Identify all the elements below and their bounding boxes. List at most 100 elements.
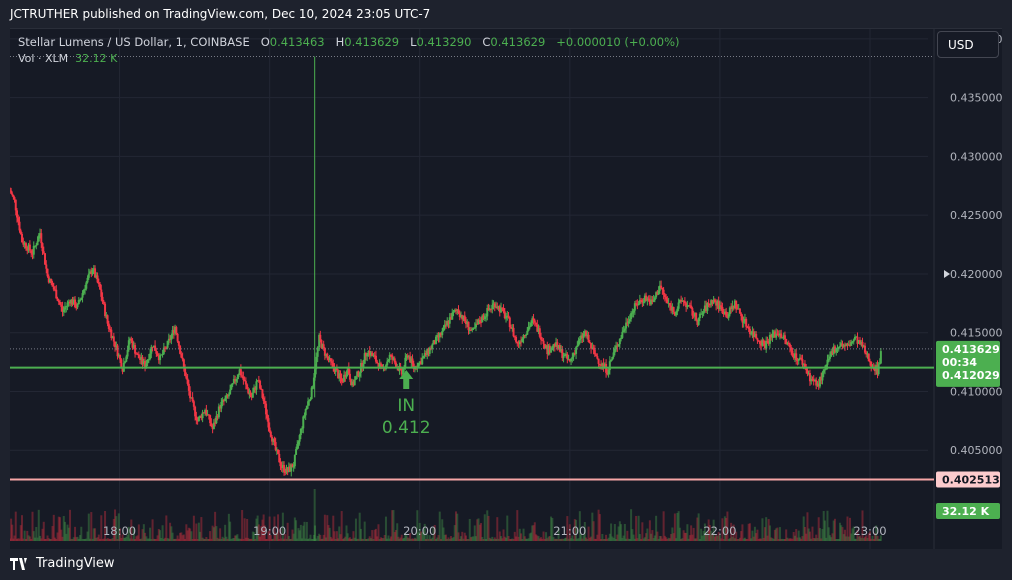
volume-bar	[271, 538, 274, 541]
candle-body	[756, 338, 759, 341]
candle-body	[628, 319, 631, 322]
volume-bar	[520, 533, 523, 541]
volume-bar	[498, 531, 501, 541]
candle-body	[424, 353, 427, 355]
candle-body	[67, 301, 70, 303]
candle-body	[738, 308, 741, 314]
candle-body	[149, 353, 152, 360]
volume-bar	[339, 534, 342, 541]
volume-bar	[405, 535, 408, 541]
volume-bar	[720, 538, 723, 541]
candle-body	[507, 315, 510, 318]
candle-body	[468, 329, 471, 331]
candle-body	[248, 393, 251, 395]
candle-body	[155, 350, 158, 354]
volume-label[interactable]: Vol · XLM	[18, 52, 69, 65]
volume-bar	[681, 538, 684, 541]
candle-body	[331, 361, 334, 363]
candle-body	[310, 387, 313, 399]
volume-bar	[327, 525, 330, 541]
volume-bar	[41, 528, 44, 541]
volume-bar	[762, 537, 765, 541]
volume-bar	[124, 537, 127, 541]
volume-bar	[202, 538, 205, 541]
candle-body	[586, 334, 589, 337]
candle-body	[822, 369, 825, 373]
volume-bar	[55, 538, 58, 541]
volume-bar	[497, 538, 500, 541]
volume-bar	[640, 538, 643, 541]
candle-body	[40, 233, 43, 244]
candle-body	[273, 438, 276, 443]
volume-bar	[362, 538, 365, 541]
volume-bar	[85, 538, 88, 541]
volume-bar	[416, 510, 419, 541]
candle-body	[442, 327, 445, 332]
volume-bar	[413, 537, 416, 541]
volume-bar	[756, 529, 759, 541]
candle-body	[210, 423, 213, 427]
price-tick-label: 0.425000	[950, 209, 1002, 222]
candle-body	[131, 340, 134, 348]
candle-body	[9, 190, 11, 192]
volume-bar	[792, 531, 795, 541]
volume-bar	[75, 537, 78, 541]
candle-body	[867, 353, 870, 362]
volume-bar	[278, 538, 281, 541]
volume-bar	[667, 537, 670, 541]
candle-body	[715, 302, 718, 306]
volume-bar	[751, 530, 754, 541]
candle-body	[877, 364, 880, 375]
candle-body	[339, 373, 342, 379]
volume-bar	[452, 537, 455, 541]
volume-bar	[364, 538, 367, 541]
candle-body	[648, 299, 651, 305]
candle-body	[32, 245, 35, 255]
volume-bar	[24, 538, 27, 541]
candle-body	[541, 339, 544, 341]
candle-body	[172, 329, 175, 334]
candle-body	[407, 356, 410, 358]
candle-body	[552, 344, 555, 348]
candle-body	[706, 302, 709, 311]
currency-button[interactable]: USD	[937, 31, 999, 58]
volume-bar	[645, 533, 648, 541]
axis-arrow-icon	[944, 269, 950, 278]
candle-body	[186, 378, 189, 384]
candle-body	[229, 389, 232, 395]
symbol-name[interactable]: Stellar Lumens / US Dollar, 1, COINBASE	[18, 35, 250, 49]
volume-bar	[104, 510, 107, 541]
volume-bar	[285, 538, 288, 541]
volume-bar	[633, 538, 636, 541]
volume-bar	[77, 538, 80, 541]
volume-bar	[622, 535, 625, 541]
candle-body	[77, 300, 80, 305]
candle-body	[557, 345, 560, 349]
volume-bar	[776, 527, 779, 541]
annotation-price: 0.412	[382, 418, 431, 438]
candle-body	[140, 357, 143, 360]
volume-bar	[690, 525, 693, 541]
candle-body	[830, 351, 833, 357]
volume-bar	[387, 535, 390, 541]
candle-body	[680, 299, 683, 302]
volume-bar	[227, 513, 230, 541]
volume-bar	[298, 530, 301, 541]
candle-body	[116, 345, 119, 357]
volume-bar	[205, 537, 208, 541]
candle-body	[842, 345, 845, 347]
volume-bar	[747, 523, 750, 541]
candle-body	[777, 334, 780, 336]
candle-body	[451, 312, 454, 320]
price-chart[interactable]: IN0.412 0.405000 0.410000 0.415000 0.420000…	[9, 29, 1003, 549]
volume-bar	[600, 538, 603, 541]
volume-bar	[628, 538, 631, 541]
candle-body	[573, 353, 576, 355]
candle-body	[727, 314, 730, 318]
price-tick-label: 0.405000	[950, 444, 1002, 457]
volume-bar	[463, 532, 466, 541]
candle-body	[182, 359, 185, 367]
volume-bar	[217, 538, 220, 541]
candle-body	[45, 264, 48, 269]
volume-bar	[337, 538, 340, 541]
